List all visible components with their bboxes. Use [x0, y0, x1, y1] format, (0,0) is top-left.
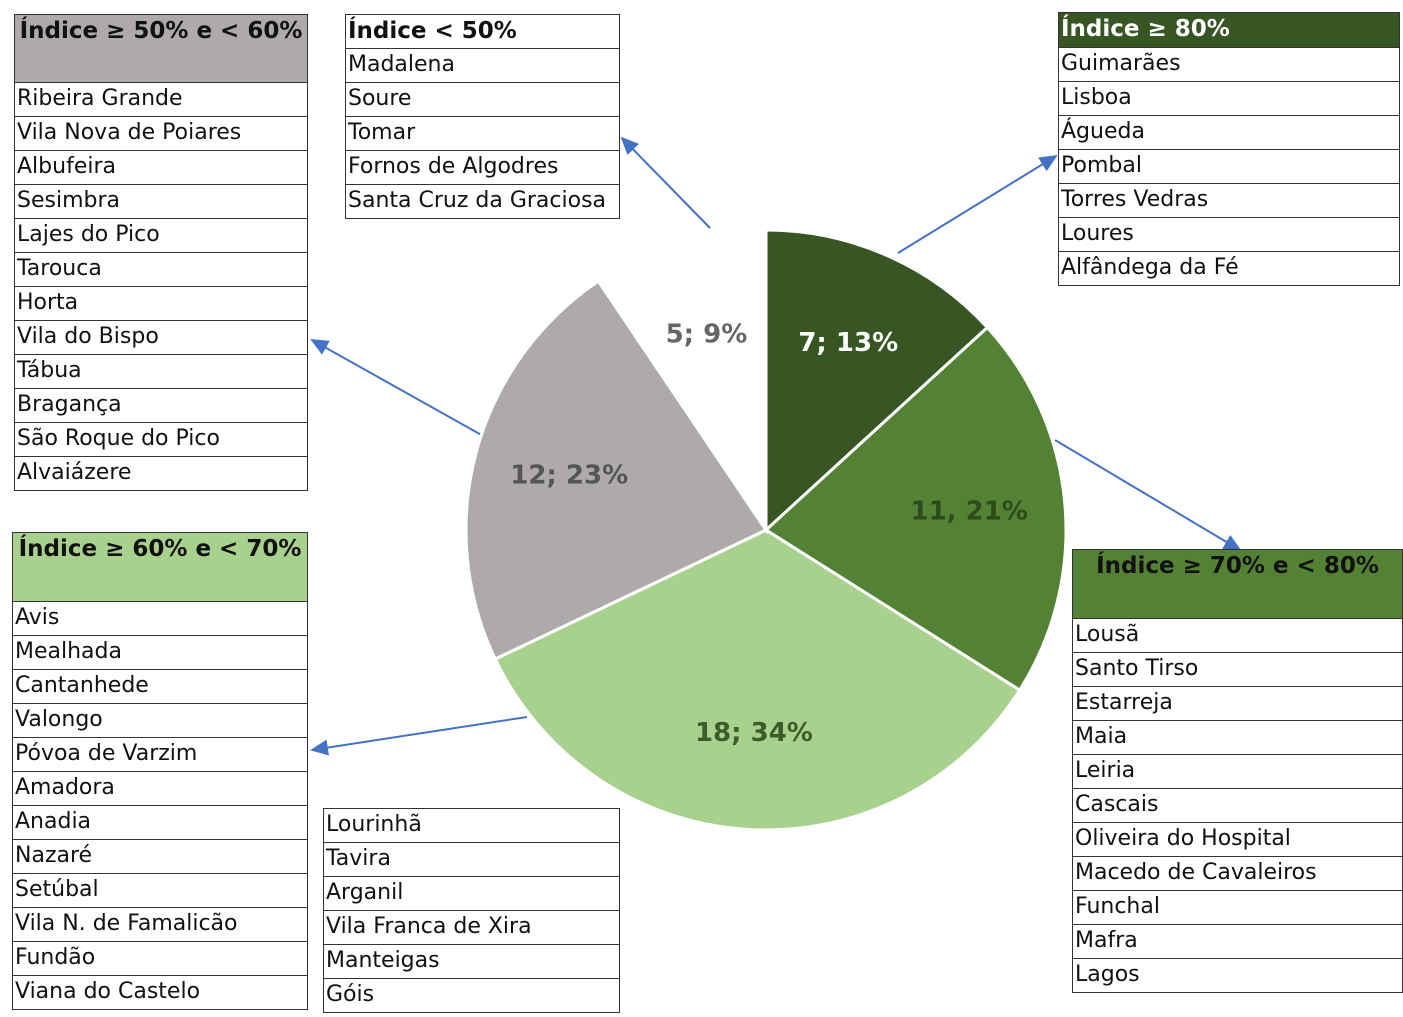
data-label: 11, 21% [911, 496, 1028, 526]
table-row: São Roque do Pico [15, 423, 307, 457]
municipality-table: Índice ≥ 60% e < 70% Avis Mealhada Cantanhe… [12, 532, 308, 1010]
table-row: Nazaré [13, 840, 307, 874]
table-row: Póvoa de Varzim [13, 738, 307, 772]
pie-slice [764, 228, 990, 534]
table-row: Vila N. de Famalicão [13, 908, 307, 942]
table-row: Góis [324, 979, 619, 1013]
pie-slice [596, 228, 768, 535]
table-row: Avis [13, 602, 307, 636]
table-row: Vila Nova de Poiares [15, 117, 307, 151]
municipality-table: Lourinhã Tavira Arganil Vila Franca de Xira… [323, 808, 620, 1013]
table-row: Mafra [1073, 925, 1402, 959]
table-row: Viana do Castelo [13, 976, 307, 1010]
table-header: Índice < 50% [346, 15, 619, 49]
table-header: Índice ≥ 70% e < 80% [1073, 550, 1402, 619]
table-row: Guimarães [1059, 48, 1399, 82]
municipality-table: Índice ≥ 80% Guimarães Lisboa Águeda Pombal T… [1058, 12, 1400, 286]
table-row: Lousã [1073, 619, 1402, 653]
data-label: 12; 23% [510, 461, 628, 491]
pie-slice [763, 325, 1068, 693]
data-label: 7; 13% [798, 328, 898, 358]
table-row: Santo Tirso [1073, 653, 1402, 687]
table-row: Mealhada [13, 636, 307, 670]
table-row: Alfândega da Fé [1059, 252, 1399, 286]
table-header: Índice ≥ 80% [1059, 13, 1399, 48]
table-row: Macedo de Cavaleiros [1073, 857, 1402, 891]
table-row: Lajes do Pico [15, 219, 307, 253]
municipality-table: Índice ≥ 70% e < 80% Lousã Santo Tirso Esta… [1072, 549, 1403, 993]
pie-slice [464, 279, 769, 662]
table-row: Anadia [13, 806, 307, 840]
data-label: 5; 9% [666, 319, 748, 349]
table-row: Alvaiázere [15, 457, 307, 491]
table-row: Leiria [1073, 755, 1402, 789]
table-row: Tomar [346, 117, 619, 151]
connectors [310, 136, 1242, 756]
table-row: Arganil [324, 877, 619, 911]
table-row: Funchal [1073, 891, 1402, 925]
table-row: Vila Franca de Xira [324, 911, 619, 945]
table-row: Águeda [1059, 116, 1399, 150]
table-row: Santa Cruz da Graciosa [346, 185, 619, 219]
table-row: Valongo [13, 704, 307, 738]
table-row: Ribeira Grande [15, 83, 307, 117]
table-row: Cascais [1073, 789, 1402, 823]
table-row: Pombal [1059, 150, 1399, 184]
table-header: Índice ≥ 60% e < 70% [13, 533, 307, 602]
table-row: Fundão [13, 942, 307, 976]
table-row: Vila do Bispo [15, 321, 307, 355]
data-label: 18; 34% [695, 718, 813, 748]
table-row: Maia [1073, 721, 1402, 755]
table-row: Setúbal [13, 874, 307, 908]
table-row: Lagos [1073, 959, 1402, 993]
table-row: Albufeira [15, 151, 307, 185]
table-row: Loures [1059, 218, 1399, 252]
municipality-table: Índice < 50% Madalena Soure Tomar Fornos de … [345, 14, 620, 219]
table-row: Fornos de Algodres [346, 151, 619, 185]
table-row: Cantanhede [13, 670, 307, 704]
table-header: Índice ≥ 50% e < 60% [15, 15, 307, 83]
table-row: Tavira [324, 843, 619, 877]
table-row: Oliveira do Hospital [1073, 823, 1402, 857]
table-row: Manteigas [324, 945, 619, 979]
table-row: Tábua [15, 355, 307, 389]
table-row: Amadora [13, 772, 307, 806]
table-row: Sesimbra [15, 185, 307, 219]
table-row: Lisboa [1059, 82, 1399, 116]
table-row: Tarouca [15, 253, 307, 287]
table-row: Horta [15, 287, 307, 321]
pie-slice [493, 528, 1022, 832]
table-row: Torres Vedras [1059, 184, 1399, 218]
municipality-table: Índice ≥ 50% e < 60% Ribeira Grande Vila N… [14, 14, 308, 491]
table-row: Madalena [346, 49, 619, 83]
table-row: Bragança [15, 389, 307, 423]
table-row: Estarreja [1073, 687, 1402, 721]
table-row: Soure [346, 83, 619, 117]
table-row: Lourinhã [324, 809, 619, 843]
